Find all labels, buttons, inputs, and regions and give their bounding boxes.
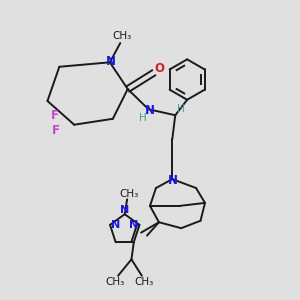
Text: N: N: [111, 220, 120, 230]
Text: N: N: [106, 55, 116, 68]
Text: CH₃: CH₃: [106, 277, 125, 287]
Text: F: F: [51, 109, 59, 122]
Text: N: N: [145, 104, 155, 117]
Text: N: N: [168, 173, 178, 187]
Text: CH₃: CH₃: [135, 277, 154, 287]
Text: H: H: [177, 104, 184, 114]
Text: F: F: [52, 124, 60, 136]
Text: N: N: [130, 220, 139, 230]
Text: N: N: [120, 205, 129, 215]
Text: CH₃: CH₃: [119, 189, 138, 199]
Text: H: H: [139, 113, 146, 123]
Text: CH₃: CH₃: [112, 31, 131, 40]
Text: O: O: [155, 62, 165, 75]
